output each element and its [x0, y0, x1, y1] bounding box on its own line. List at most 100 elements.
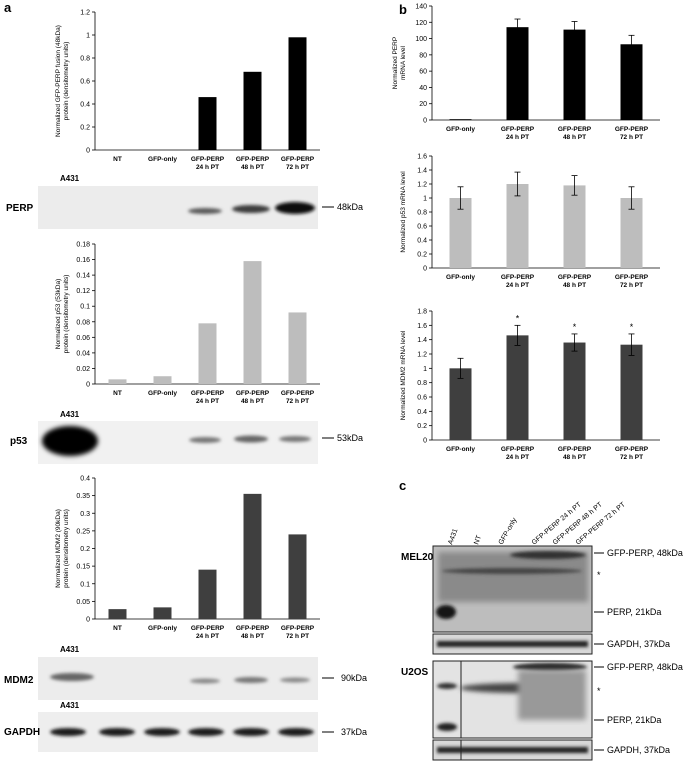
blot-mdm2-cell-label: A431: [60, 645, 80, 654]
a2-ylabel: Normalized p53 (53kDa): [55, 279, 62, 349]
a2-category-label: GFP-only: [148, 390, 177, 397]
blot-u2os-gfp-perp-label: GFP-PERP, 48kDa: [607, 662, 683, 672]
b3-bar: [563, 342, 586, 440]
b1-ytick-label: 100: [415, 36, 427, 43]
blot-mdm2-kda: 90kDa: [341, 673, 367, 683]
lane-header-a431: A431: [447, 528, 459, 546]
b3-ytick-label: 1.4: [417, 337, 427, 344]
b2-category-label: GFP-only: [446, 274, 475, 281]
a2-ytick-label: 0.04: [76, 350, 90, 357]
a1-ylabel: protein (densitometry units): [63, 42, 70, 121]
a3-ylabel: protein (densitometry units): [63, 509, 70, 588]
blot-perp-membrane: [38, 186, 318, 229]
b1-category-label: 72 h PT: [620, 134, 643, 141]
a1-category-label: 48 h PT: [241, 164, 264, 171]
b1-ytick-label: 80: [419, 52, 427, 59]
blot-gapdh-band-6: [278, 728, 314, 736]
blot-p53-band-72h: [279, 436, 311, 442]
a1-ytick-label: 0.4: [80, 102, 90, 109]
blot-p53-cell-label: A431: [60, 410, 80, 419]
a3-ytick-label: 0.15: [76, 564, 90, 571]
blot-perp-cell-label: A431: [60, 174, 80, 183]
blot-gapdh-kda: 37kDa: [341, 727, 367, 737]
a2-category-label: GFP-PERP: [191, 390, 225, 397]
chart-perp-mrna: 0 20 40 60 80 100 120 140 Normalized PERP mRNA le…: [392, 4, 660, 141]
b1-category-label: 24 h PT: [506, 134, 529, 141]
blot-mel202-band-star: [442, 568, 582, 574]
a3-category-label: GFP-only: [148, 625, 177, 632]
blot-u2os-band-perp-a431: [437, 723, 457, 731]
blot-u2os-label: U2OS: [401, 667, 429, 678]
b3-bar: [506, 335, 529, 440]
chart-mdm2-mrna: 0 0.2 0.4 0.6 0.8 1 1.2 1.4 1.6 1.8 Normalized MDM…: [400, 309, 660, 461]
a2-bar: [288, 312, 307, 384]
blot-gapdh-band-2: [99, 728, 135, 736]
b3-ytick-label: 1.8: [417, 309, 427, 316]
a2-ytick-label: 0.12: [76, 288, 90, 295]
b1-ylabel: Normalized PERP: [392, 37, 399, 89]
a3-ytick-label: 0.25: [76, 528, 90, 535]
panel-label-a: a: [4, 0, 12, 15]
chart-mdm2-protein: 0 0.05 0.1 0.15 0.2 0.25 0.3 0.35 0.4 Normalized …: [55, 476, 320, 640]
blot-p53-band-48h: [234, 435, 268, 443]
blot-mdm2-band-72h: [280, 677, 310, 683]
b3-significance-mark: *: [630, 322, 634, 332]
b1-ytick-label: 20: [419, 101, 427, 108]
a2-ytick-label: 0.14: [76, 273, 90, 280]
a2-bar: [243, 261, 262, 384]
b3-ytick-label: 0.4: [417, 409, 427, 416]
b3-significance-mark: *: [516, 313, 520, 323]
b2-ytick-label: 0.8: [417, 210, 427, 217]
blot-mel202-label: MEL202: [401, 552, 439, 563]
blot-mel202-gfp-perp-label: GFP-PERP, 48kDa: [607, 548, 683, 558]
blot-mel202-gapdh-label: GAPDH, 37kDa: [607, 639, 670, 649]
a2-ytick-label: 0.08: [76, 319, 90, 326]
b1-category-label: GFP-only: [446, 126, 475, 133]
a2-ytick-label: 0.02: [76, 366, 90, 373]
b1-ytick-label: 140: [415, 4, 427, 11]
a1-category-label: 72 h PT: [286, 164, 309, 171]
a1-bar: [288, 37, 307, 150]
blot-perp-band-48h: [232, 205, 270, 213]
b2-ytick-label: 1.6: [417, 154, 427, 161]
a1-category-label: GFP-only: [148, 156, 177, 163]
chart-perp-protein: 0 0.2 0.4 0.6 0.8 1 1.2 Normalized GFP-PERP fus…: [55, 10, 320, 171]
b3-bar: [620, 344, 643, 440]
lane-header-nt: NT: [473, 534, 483, 546]
a3-ytick-label: 0.1: [80, 581, 90, 588]
blot-gapdh-band-1: [50, 728, 86, 736]
b3-ytick-label: 0.8: [417, 380, 427, 387]
a3-bar: [288, 534, 307, 619]
a2-ylabel: protein (densitometry units): [63, 275, 70, 354]
blot-mel202: MEL202 GFP-PERP, 48kDa * PERP, 21kDa GAP…: [401, 545, 683, 655]
a2-category-label: 24 h PT: [196, 398, 219, 405]
a1-bar: [243, 71, 262, 150]
blot-gapdh-label: GAPDH: [4, 727, 40, 738]
b2-ylabel: Normalized p53 mRNA level: [400, 171, 407, 253]
panel-label-c: c: [399, 478, 406, 493]
a1-ytick-label: 1.2: [80, 10, 90, 17]
blot-u2os: U2OS GFP-PERP, 48kDa * PERP, 21kDa GAPDH…: [401, 660, 683, 761]
a2-ytick-label: 0.06: [76, 335, 90, 342]
a3-category-label: 48 h PT: [241, 633, 264, 640]
b2-category-label: 24 h PT: [506, 282, 529, 289]
blot-perp-kda: 48kDa: [337, 202, 363, 212]
blot-mdm2: A431 MDM2 90kDa: [4, 645, 367, 700]
lane-header-gfp-only: GFP-only: [498, 516, 519, 546]
b1-ytick-label: 60: [419, 69, 427, 76]
a3-category-label: GFP-PERP: [236, 625, 270, 632]
b3-ytick-label: 1: [423, 366, 427, 373]
a2-category-label: NT: [113, 390, 122, 397]
a3-category-label: NT: [113, 625, 122, 632]
a1-category-label: NT: [113, 156, 122, 163]
b1-bar: [563, 29, 586, 120]
b3-category-label: GFP-PERP: [558, 446, 592, 453]
blot-mdm2-band-48h: [234, 677, 268, 683]
b2-category-label: GFP-PERP: [501, 274, 535, 281]
a3-ylabel: Normalized MDM2 (90kDa): [55, 509, 62, 588]
blot-p53-band-a431: [42, 426, 98, 456]
blot-u2os-band-gfp-perp: [513, 663, 587, 671]
b3-category-label: GFP-PERP: [615, 446, 649, 453]
blot-mel202-gapdh-band: [437, 641, 588, 647]
blot-perp-band-24h: [188, 208, 222, 214]
